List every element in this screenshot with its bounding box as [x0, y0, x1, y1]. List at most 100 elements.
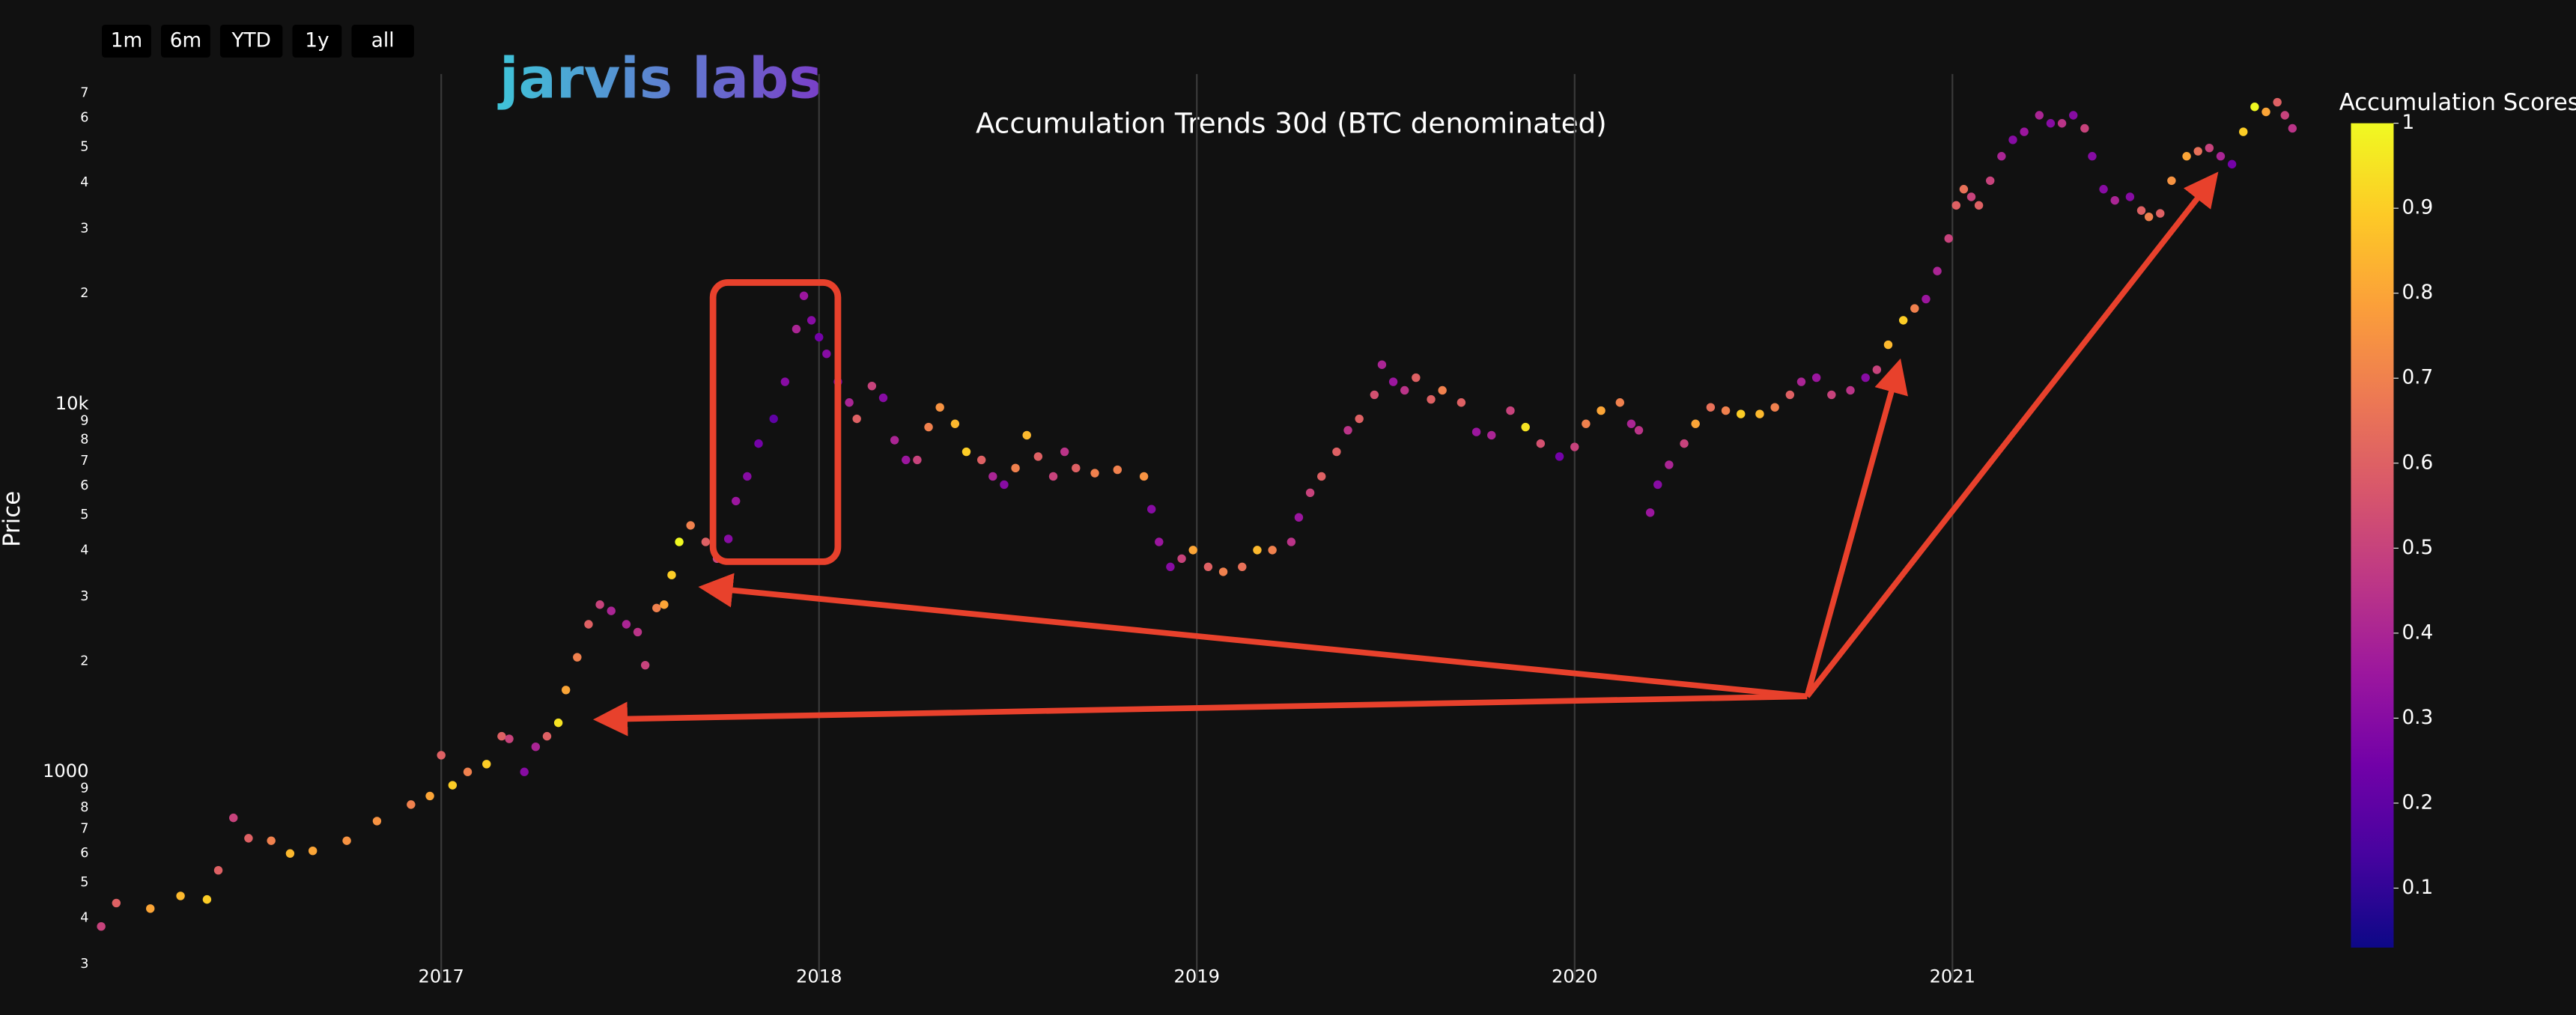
range-button[interactable]: 6m [161, 25, 210, 58]
annotations [592, 171, 2219, 737]
y-tick-label: 3 [80, 589, 88, 604]
x-tick-label: 2019 [1174, 966, 1220, 987]
range-button[interactable]: all [351, 25, 414, 58]
data-point [2216, 152, 2226, 161]
y-tick-label: 7 [80, 86, 88, 101]
data-point [2110, 196, 2119, 205]
data-point [1287, 537, 1296, 546]
data-point [1597, 406, 1606, 415]
data-point [482, 760, 491, 769]
data-point [799, 291, 809, 300]
data-point [1959, 185, 1969, 194]
x-tick-label: 2020 [1552, 966, 1597, 987]
data-point [2273, 97, 2282, 107]
data-point [463, 767, 473, 776]
data-point [520, 767, 529, 776]
data-point [633, 627, 643, 637]
data-point [2069, 111, 2078, 120]
data-point [1721, 406, 1731, 415]
arrow [1805, 171, 2219, 698]
data-point [913, 455, 922, 465]
data-point [1883, 340, 1893, 350]
data-point [1536, 439, 1546, 448]
data-point [878, 393, 888, 403]
data-point [2227, 159, 2237, 169]
data-point [2099, 185, 2108, 194]
grid: 2017 2018 2019 2020 202134567891000234567891… [43, 73, 1975, 987]
x-tick-label: 2017 [419, 966, 464, 987]
data-point [1090, 469, 1099, 478]
data-point [1944, 234, 1953, 243]
data-point [342, 836, 351, 845]
data-point [573, 653, 582, 662]
data-point [1951, 201, 1961, 210]
colorbar-tick-label: 0.1 [2402, 877, 2433, 899]
button-bg[interactable] [102, 25, 151, 58]
data-point [950, 419, 960, 428]
data-point [1072, 463, 1081, 473]
data-point [1294, 513, 1304, 522]
y-tick-label: 8 [80, 432, 88, 447]
data-point [1933, 266, 1942, 275]
data-point [1113, 465, 1122, 475]
data-point [924, 422, 933, 432]
data-point [701, 537, 711, 546]
button-bg[interactable] [292, 25, 342, 58]
button-bg[interactable] [351, 25, 414, 58]
range-button[interactable]: 1m [102, 25, 151, 58]
data-point [622, 620, 631, 629]
data-point [1177, 554, 1186, 564]
data-point [675, 537, 684, 546]
y-tick-label: 6 [80, 478, 88, 493]
data-point [308, 846, 318, 856]
range-button[interactable]: YTD [219, 25, 283, 58]
data-point [890, 436, 899, 445]
data-point [935, 403, 944, 412]
button-label[interactable]: 1y [305, 29, 329, 52]
points [97, 97, 2297, 931]
data-point [1521, 422, 1530, 432]
data-point [1680, 439, 1689, 448]
y-tick-label: 6 [80, 846, 88, 861]
colorbar: 0.1 0.2 0.3 0.4 0.5 0.6 0.7 0.8 0.9 1 [2351, 112, 2433, 948]
button-label[interactable]: 6m [170, 29, 201, 52]
data-point [822, 349, 831, 359]
data-point [2080, 124, 2089, 133]
data-point [1155, 537, 1164, 546]
data-point [1846, 385, 1855, 395]
y-tick-label: 7 [80, 821, 88, 836]
arrow [1804, 358, 1908, 698]
data-point [285, 849, 295, 858]
data-point [1317, 472, 1326, 481]
data-point [1986, 176, 1995, 186]
data-point [2008, 135, 2017, 144]
data-point [244, 834, 253, 843]
data-point [2182, 152, 2191, 161]
range-button[interactable]: 1y [292, 25, 342, 58]
button-bg[interactable] [219, 25, 283, 58]
data-point [2193, 147, 2202, 156]
data-point [1653, 480, 1662, 490]
button-label[interactable]: all [371, 29, 395, 52]
data-point [2239, 127, 2248, 136]
data-point [1427, 394, 1436, 404]
data-point [1188, 546, 1197, 555]
data-point [780, 377, 790, 386]
colorbar-tick-label: 0.5 [2402, 537, 2433, 559]
data-point [1811, 373, 1821, 382]
data-point [792, 324, 801, 334]
data-point [1203, 562, 1213, 571]
data-point [845, 398, 854, 407]
data-point [1033, 452, 1043, 461]
data-point [2136, 206, 2146, 215]
data-point [1388, 377, 1398, 386]
data-point [1665, 460, 1674, 469]
button-label[interactable]: YTD [231, 29, 270, 52]
data-point [867, 381, 877, 391]
data-point [112, 898, 121, 908]
data-point [1570, 442, 1579, 451]
data-point [1438, 385, 1447, 395]
button-label[interactable]: 1m [111, 29, 142, 52]
button-bg[interactable] [161, 25, 210, 58]
